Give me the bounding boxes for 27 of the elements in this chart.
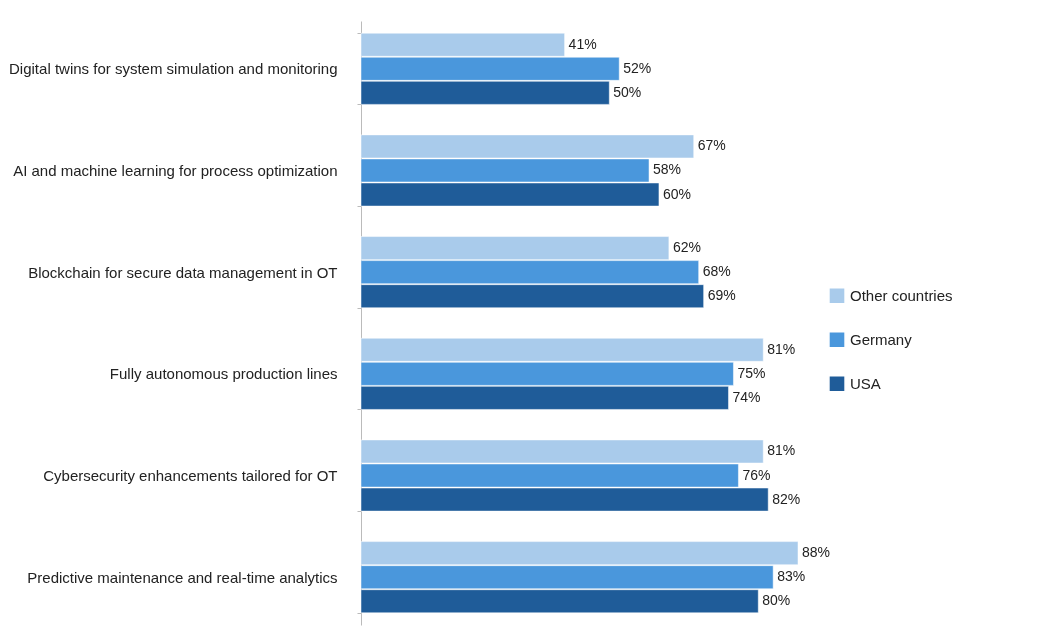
data-label: 58%	[653, 161, 682, 178]
data-label: 88%	[802, 544, 831, 561]
data-label: 52%	[623, 59, 652, 76]
data-label: 67%	[697, 137, 726, 154]
y-tick-label: Predictive maintenance and real-time analytics	[27, 568, 338, 586]
y-tick-label: Blockchain for secure data management in OT	[28, 263, 338, 281]
data-label: 50%	[613, 83, 642, 100]
data-label: 60%	[662, 185, 691, 202]
data-label: 75%	[737, 364, 766, 381]
y-tick-label: Fully autonomous production lines	[109, 365, 338, 383]
data-label: 81%	[767, 442, 796, 459]
data-label: 82%	[772, 490, 801, 507]
data-label: 80%	[762, 592, 791, 609]
data-label: 81%	[767, 340, 796, 357]
y-tick-label: AI and machine learning for process optimization	[13, 161, 338, 179]
data-label: 83%	[777, 568, 806, 585]
data-label: 62%	[672, 239, 701, 256]
y-tick-label: Cybersecurity enhancements tailored for OT	[43, 467, 338, 485]
data-label: 41%	[568, 35, 597, 52]
legend-label: Other countries	[850, 286, 953, 304]
legend-label: USA	[850, 374, 881, 392]
data-label: 69%	[707, 287, 736, 304]
data-label: 76%	[742, 466, 771, 483]
data-label: 74%	[732, 388, 761, 405]
y-tick-label: Digital twins for system simulation and monitoring	[9, 60, 338, 78]
data-label: 68%	[702, 263, 731, 280]
legend-label: Germany	[850, 330, 913, 348]
